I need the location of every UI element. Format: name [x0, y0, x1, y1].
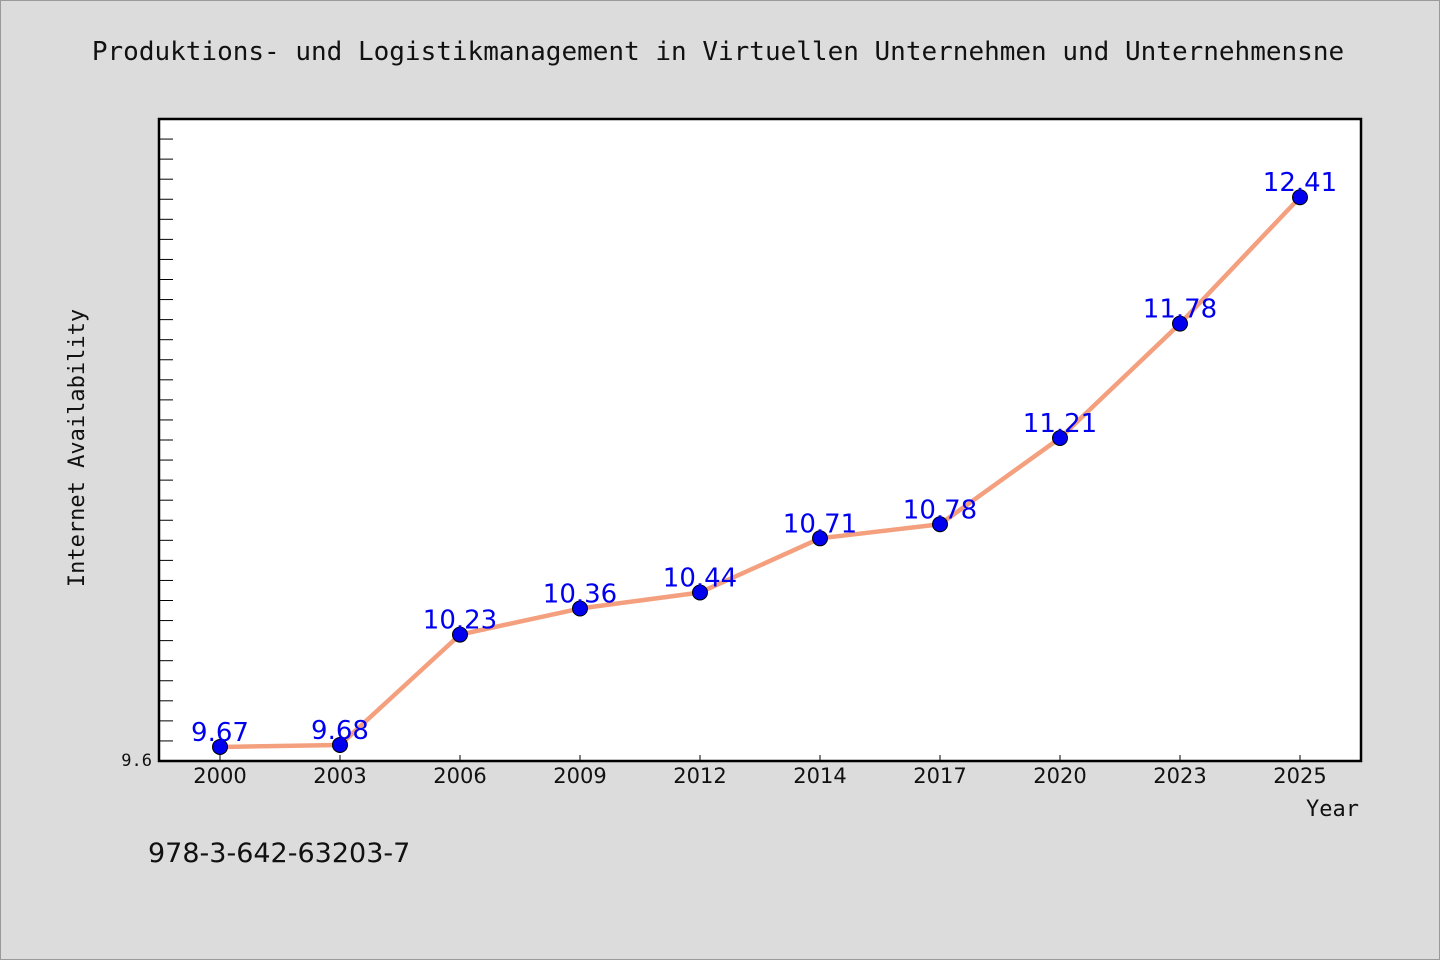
data-point-marker: [452, 626, 468, 643]
x-tick-label: 2020: [1033, 764, 1086, 788]
isbn-annotation: 978-3-642-63203-7: [148, 838, 410, 869]
data-label: 10.44: [663, 563, 737, 593]
data-point-marker: [1292, 189, 1308, 206]
chart-title: Produktions- und Logistikmanagement in V…: [92, 37, 1344, 67]
x-tick-label: 2023: [1153, 764, 1206, 788]
data-markers: [212, 189, 1308, 755]
data-point-marker: [572, 600, 588, 617]
data-label: 10.71: [783, 509, 857, 539]
y-axis-ticks: [159, 138, 173, 762]
x-tick-label: 2000: [193, 764, 246, 788]
x-tick-label: 2017: [913, 764, 966, 788]
data-point-marker: [1052, 429, 1068, 446]
data-label: 9.68: [311, 716, 369, 746]
data-label: 10.36: [543, 580, 617, 610]
data-point-marker: [212, 738, 228, 755]
data-point-marker: [1172, 315, 1188, 332]
y-tick-label: 9.6: [121, 751, 152, 771]
y-axis-label: Internet Availability: [65, 309, 90, 587]
x-axis-label: Year: [1306, 797, 1359, 822]
data-label: 11.78: [1143, 295, 1217, 325]
data-labels: 9.67 9.68 10.23 10.36 10.44 10.71 10.78 11.21 11…: [191, 168, 1337, 748]
x-tick-label: 2009: [553, 764, 606, 788]
data-point-marker: [332, 736, 348, 753]
data-label: 11.21: [1023, 409, 1097, 439]
data-point-marker: [692, 584, 708, 601]
x-axis-ticks: [219, 755, 1301, 761]
x-tick-label: 2003: [313, 764, 366, 788]
plot-area: [157, 117, 1363, 763]
x-tick-label: 2006: [433, 764, 486, 788]
x-tick-label: 2012: [673, 764, 726, 788]
data-label: 10.78: [903, 495, 977, 525]
series-line: [217, 194, 1303, 750]
data-point-marker: [932, 516, 948, 533]
data-label: 9.67: [191, 718, 249, 748]
x-tick-label: 2014: [793, 764, 846, 788]
data-point-marker: [812, 530, 828, 547]
data-label: 10.23: [423, 606, 497, 636]
x-tick-label: 2025: [1273, 764, 1326, 788]
data-label: 12.41: [1263, 168, 1337, 198]
x-tick-labels: 2000 2003 2006 2009 2012 2014 2017 2020 2023 2025: [193, 764, 1326, 788]
